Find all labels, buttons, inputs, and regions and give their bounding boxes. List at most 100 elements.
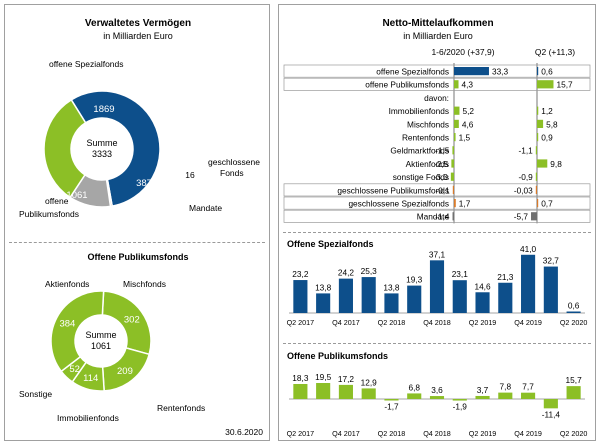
label-offene-spezialfonds: offene Spezialfonds [49,59,124,69]
slice-mischfonds [101,290,152,356]
label-immobilienfonds: Immobilienfonds [57,413,119,423]
label-geschlossene-2: Fonds [220,168,244,178]
value-offene-publikumsfonds: 1061 [66,190,87,201]
row-label: Immobilienfonds [389,106,449,116]
bar-halfyear [452,212,454,221]
spezial-bar [361,277,376,313]
publikum-tick-label: Q2 2019 [469,429,497,438]
value-halfyear: -2,5 [434,159,449,169]
publikum-donut-title: Offene Publikumsfonds [87,252,188,262]
aum-subtitle: in Milliarden Euro [103,31,173,41]
label-mandate: Mandate [189,203,222,213]
publikum-tick-label: Q2 2017 [287,429,315,438]
value-immobilienfonds: 114 [83,373,98,384]
bar-halfyear [450,172,454,181]
aum-center-label: Summe [86,138,117,148]
publikum-value-label: 7,8 [500,382,512,392]
value-sonstige: 52 [69,364,80,375]
row-frame [283,209,591,223]
publikum-value-label: 19,5 [315,372,332,382]
slice-offene-publikumsfonds [43,98,87,199]
bar-q2 [537,67,539,76]
value-q2: -1,1 [519,146,534,156]
bar-halfyear [454,119,459,128]
bar-q2 [535,146,537,155]
value-q2: -5,7 [514,212,529,222]
bar-q2 [537,106,539,115]
value-halfyear: 1,7 [459,199,471,209]
spezial-bar [566,311,581,313]
row-frame [283,196,591,210]
col1-header: 1-6/2020 (+37,9) [431,47,494,57]
spezial-value-label: 0,6 [568,301,580,311]
date-label: 30.6.2020 [225,427,263,437]
bar-q2 [537,133,539,142]
spezial-bar [429,260,445,313]
spezial-bar [384,293,399,313]
value-mischfonds: 302 [124,314,140,325]
bar-q2 [537,80,554,89]
row-label: Rentenfonds [402,133,449,143]
spezial-bar [475,292,490,313]
spezial-tick-label: Q2 2017 [287,318,315,327]
publikum-value-label: 17,2 [338,374,355,384]
value-mandate: 387 [136,178,152,189]
spezial-value-label: 25,3 [361,266,378,276]
value-halfyear: 4,3 [462,80,474,90]
slice-offene-spezialfonds [70,90,161,207]
bar-q2 [537,199,539,208]
spezial-bar-chart: 23,2 13,8 24,2 25,3 13,8 19,3 37,1 23,1 14,6 21,3… [287,244,588,327]
publikum-value-label: 3,7 [477,385,489,395]
spezial-bar [407,285,422,313]
publikum-tick-label: Q2 2018 [378,429,406,438]
bar-q2 [535,172,537,181]
publikum-bar [452,399,467,401]
publikum-bar-chart: 18,3 19,5 17,2 12,9 -1,7 6,8 3,6 -1,9 3,7 7,8 7,7 -… [287,372,588,438]
publikum-bar [498,392,513,399]
col2-header: Q2 (+11,3) [535,47,575,57]
spezial-tick-label: Q4 2019 [514,318,542,327]
publikum-bar [316,383,331,399]
row-label: geschlossene Publikumsfonds [337,185,449,195]
row-label: davon: [424,93,449,103]
label-rentenfonds: Rentenfonds [157,403,205,413]
slice-aktienfonds [50,290,105,373]
spezial-bar [316,293,331,313]
value-halfyear: 5,2 [462,106,474,116]
bar-halfyear [454,80,459,89]
spezial-value-label: 41,0 [520,244,537,254]
row-label: Geldmarktfonds [390,146,449,156]
publikum-tick-label: Q4 2018 [423,429,451,438]
spezial-value-label: 19,3 [406,275,423,285]
label-aktienfonds: Aktienfonds [45,279,89,289]
value-q2: 15,7 [556,80,573,90]
row-frame [283,183,591,197]
label-geschlossene-1: geschlossene [208,157,260,167]
row-frame [283,77,591,91]
spezial-value-label: 23,1 [452,269,469,279]
spezial-value-label: 14,6 [474,281,491,291]
publikum-bar [543,399,558,409]
spezial-tick-label: Q4 2018 [423,318,451,327]
spezial-tick-label: Q4 2017 [332,318,360,327]
value-halfyear: 4,6 [462,119,474,129]
spezial-bar [498,282,513,313]
bar-q2 [537,159,548,168]
spezial-bar [293,280,308,313]
publikum-bar [407,393,422,399]
spezial-chart-title: Offene Spezialfonds [287,239,374,249]
publikum-value-label: 6,8 [408,382,420,392]
value-halfyear: -1,4 [435,212,450,222]
publikum-center-label: Summe [85,330,116,340]
publikum-bar [384,399,399,401]
aum-center-value: 3333 [92,149,112,159]
flows-title: Netto-Mittelaufkommen [382,18,493,29]
left-panel-graphics: Verwaltetes Vermögen in Milliarden Euro … [19,18,263,437]
bar-halfyear [451,159,454,168]
publikum-bar [475,395,490,399]
publikum-bar [429,396,445,399]
label-publikumsfonds: Publikumsfonds [19,209,79,219]
row-label: Aktienfonds [406,159,449,169]
bar-halfyear [454,133,456,142]
